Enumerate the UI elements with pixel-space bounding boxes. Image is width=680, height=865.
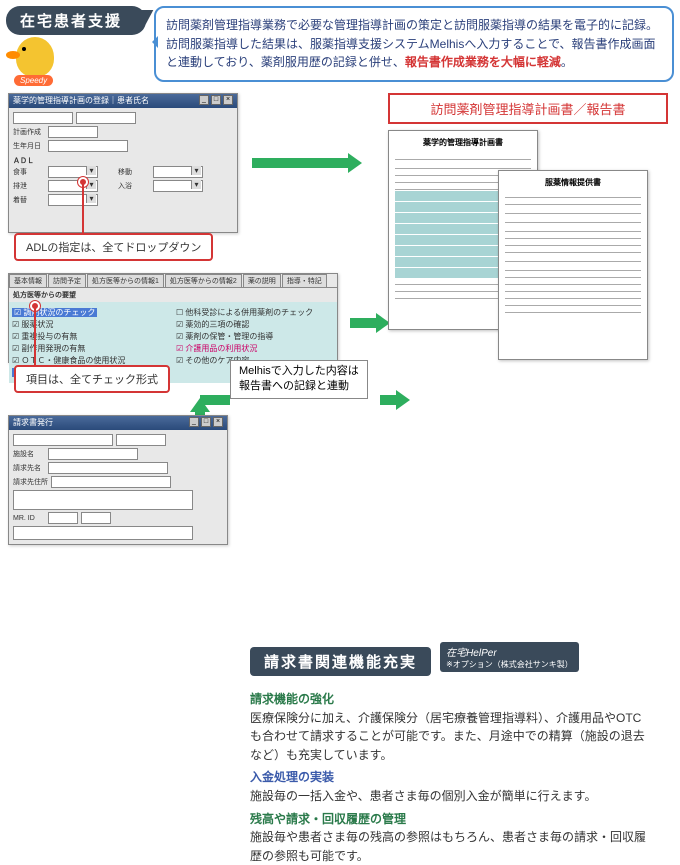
- melhis-note: Melhisで入力した内容は 報告書への記録と連動: [230, 360, 368, 399]
- footer-sub: 在宅HelPer※オプション（株式会社サンキ製）: [440, 642, 579, 672]
- ft-t3: 施設毎や患者さま毎の残高の参照はもちろん、患者さま毎の請求・回収履歴の参照も可能…: [250, 828, 650, 865]
- check-item[interactable]: ☐ 他科受診による併用薬剤のチェック: [176, 307, 334, 318]
- check-item[interactable]: ☑ 薬効的三項の確認: [176, 319, 334, 330]
- adl-dropdown[interactable]: [48, 194, 98, 206]
- adl-dropdown[interactable]: [48, 166, 98, 178]
- paper-title: 薬学的管理指導計画書: [395, 137, 531, 148]
- adl-dropdown[interactable]: [48, 180, 98, 192]
- adl-dropdown[interactable]: [153, 166, 203, 178]
- check-item[interactable]: ☑ 薬剤の保管・管理の指導: [176, 331, 334, 342]
- section-badge: 在宅患者支援: [6, 6, 146, 35]
- close-btn[interactable]: ×: [223, 95, 233, 105]
- tab[interactable]: 指導・特記: [282, 274, 327, 287]
- titlebar: 薬学的管理指導計画の登録｜患者氏名 _□×: [9, 94, 237, 108]
- note-line: Melhisで入力した内容は: [239, 364, 359, 379]
- callout-line: [34, 307, 36, 367]
- section-title: 処方医等からの要望: [9, 288, 337, 302]
- window-checklist: 基本情報 訪問予定 処方医等からの情報1 処方医等からの情報2 薬の説明 指導・…: [8, 273, 338, 363]
- mascot-tag: Speedy: [14, 75, 53, 86]
- check-item[interactable]: ☑ 調剤状況のチェック: [12, 308, 97, 317]
- adl-row: 入浴: [118, 181, 150, 191]
- arrow-right: [380, 390, 410, 410]
- close-btn[interactable]: ×: [213, 417, 223, 427]
- titlebar: 請求書発行 _□×: [9, 416, 227, 430]
- min-btn[interactable]: _: [189, 417, 199, 427]
- tab[interactable]: 薬の説明: [243, 274, 281, 287]
- tab[interactable]: 処方医等からの情報2: [165, 274, 242, 287]
- tabs: 基本情報 訪問予定 処方医等からの情報1 処方医等からの情報2 薬の説明 指導・…: [9, 274, 337, 288]
- paper-title: 服薬情報提供書: [505, 177, 641, 188]
- description-bubble: 訪問薬剤管理指導業務で必要な管理指導計画の策定と訪問服薬指導の結果を電子的に記録…: [154, 6, 674, 82]
- mascot-image: Speedy: [6, 35, 64, 87]
- ft-t1: 医療保険分に加え、介護保険分（居宅療養管理指導料）、介護用品やOTCも合わせて請…: [250, 709, 650, 765]
- adl-label: ＡＤＬ: [13, 156, 233, 166]
- bubble-text-b: 。: [561, 55, 573, 69]
- callout-line: [82, 183, 84, 235]
- ft-t2: 施設毎の一括入金や、患者さま毎の個別入金が簡単に行えます。: [250, 787, 650, 806]
- window-title: 請求書発行: [13, 417, 53, 429]
- arrow: [350, 313, 390, 333]
- max-btn[interactable]: □: [211, 95, 221, 105]
- adl-row: 排泄: [13, 181, 45, 191]
- paper-report: 服薬情報提供書: [498, 170, 648, 360]
- callout-adl: ADLの指定は、全てドロップダウン: [14, 233, 213, 261]
- ft-h3: 残高や請求・回収履歴の管理: [250, 810, 650, 829]
- adl-row: 着替: [13, 195, 45, 205]
- adl-row: 食事: [13, 167, 45, 177]
- window-billing: 請求書発行 _□× 施設名 請求先名 請求先住所 MR. ID: [8, 415, 228, 545]
- footer-badge: 請求書関連機能充実: [250, 647, 431, 676]
- adl-dropdown[interactable]: [153, 180, 203, 192]
- tab[interactable]: 処方医等からの情報1: [87, 274, 164, 287]
- callout-check: 項目は、全てチェック形式: [14, 365, 170, 393]
- ft-h1: 請求機能の強化: [250, 690, 650, 709]
- note-line: 報告書への記録と連動: [239, 379, 359, 394]
- bubble-text-red: 報告書作成業務を大幅に軽減: [405, 55, 561, 69]
- doc-title: 訪問薬剤管理指導計画書／報告書: [388, 93, 668, 124]
- document-box: 訪問薬剤管理指導計画書／報告書 薬学的管理指導計画書 服薬情報提供書: [388, 93, 668, 360]
- adl-row: 移動: [118, 167, 150, 177]
- tab[interactable]: 基本情報: [9, 274, 47, 287]
- check-item[interactable]: ☑ 介護用品の利用状況: [176, 343, 334, 354]
- window-title: 薬学的管理指導計画の登録｜患者氏名: [13, 95, 149, 107]
- arrow: [252, 153, 362, 173]
- ft-h2: 入金処理の実装: [250, 768, 650, 787]
- max-btn[interactable]: □: [201, 417, 211, 427]
- window-adl: 薬学的管理指導計画の登録｜患者氏名 _□× 計画作成 生年月日 ＡＤＬ 食事 排…: [8, 93, 238, 233]
- min-btn[interactable]: _: [199, 95, 209, 105]
- tab[interactable]: 訪問予定: [48, 274, 86, 287]
